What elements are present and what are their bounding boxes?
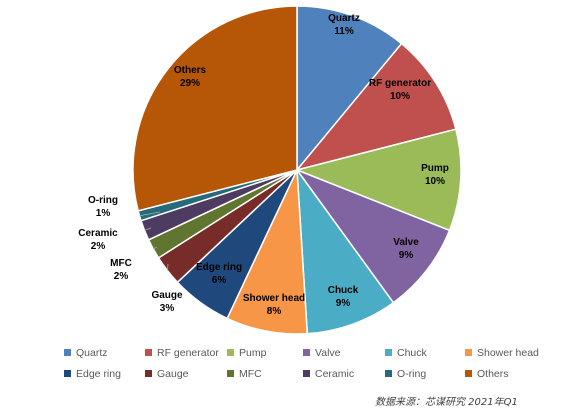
slice-label-name: Quartz	[328, 13, 360, 24]
slice-valve	[294, 168, 451, 304]
legend-swatch	[303, 370, 310, 377]
slice-label-name: Edge ring	[196, 262, 242, 273]
legend-swatch	[227, 370, 234, 377]
legend-item-chuck: Chuck	[385, 347, 428, 359]
legend-swatch	[465, 370, 472, 377]
legend-swatch	[303, 349, 310, 356]
leader-line-mfc	[153, 246, 158, 250]
slice-chuck	[296, 167, 395, 335]
legend-label: Chuck	[397, 347, 428, 359]
legend-item-quartz: Quartz	[64, 347, 108, 359]
legend-label: O-ring	[397, 368, 426, 380]
legend-label: Ceramic	[315, 368, 354, 380]
slice-label-o-ring: O-ring 1%	[88, 195, 118, 219]
slice-label-gauge: Gauge 3%	[151, 290, 183, 314]
slice-label-name: Chuck	[328, 285, 359, 296]
slice-label-percent: 3%	[160, 303, 175, 314]
slice-label-percent: 8%	[267, 306, 282, 317]
slice-label-name: RF generator	[369, 78, 431, 89]
slice-quartz	[296, 5, 403, 173]
legend: Quartz RF generator Pump Valve Chuck Shower h…	[64, 347, 539, 380]
legend-swatch	[227, 349, 234, 356]
slice-label-name: Others	[174, 65, 207, 76]
slice-label-percent: 10%	[425, 176, 445, 187]
slice-others	[132, 5, 298, 212]
legend-label: Others	[477, 368, 509, 380]
legend-label: MFC	[239, 368, 262, 380]
legend-label: Gauge	[157, 368, 189, 380]
legend-item-ceramic: Ceramic	[303, 368, 354, 380]
leader-line-o-ring	[139, 211, 161, 217]
slice-label-percent: 29%	[180, 78, 200, 89]
slice-label-ceramic: Ceramic 2%	[78, 228, 118, 252]
slice-label-mfc: MFC 2%	[110, 258, 132, 282]
slice-label-name: Ceramic	[78, 228, 118, 239]
slice-label-rf-generator: RF generator 10%	[369, 78, 431, 102]
slice-label-percent: 1%	[96, 208, 111, 219]
legend-item-valve: Valve	[303, 347, 341, 359]
legend-item-shower-head: Shower head	[465, 347, 539, 359]
source-note: 数据来源：芯谋研究 2021年Q1	[375, 397, 518, 408]
leader-lines	[139, 211, 169, 271]
legend-item-others: Others	[465, 368, 509, 380]
slice-label-chuck: Chuck 9%	[328, 285, 359, 309]
legend-label: Valve	[315, 347, 341, 359]
slice-label-percent: 10%	[390, 91, 410, 102]
legend-item-pump: Pump	[227, 347, 267, 359]
legend-label: Shower head	[477, 347, 539, 359]
slice-label-percent: 2%	[114, 271, 129, 282]
legend-swatch	[64, 349, 71, 356]
slice-label-percent: 9%	[336, 298, 351, 309]
pie-slices	[132, 5, 462, 335]
legend-label: Quartz	[76, 347, 108, 359]
legend-label: RF generator	[157, 347, 219, 359]
slice-rf-generator	[294, 42, 457, 172]
slice-label-name: Gauge	[151, 290, 183, 301]
legend-item-mfc: MFC	[227, 368, 262, 380]
legend-swatch	[145, 370, 152, 377]
slice-label-quartz: Quartz 11%	[328, 13, 360, 37]
legend-item-edge-ring: Edge ring	[64, 368, 121, 380]
legend-swatch	[385, 370, 392, 377]
slice-label-name: O-ring	[88, 195, 118, 206]
slice-label-percent: 2%	[91, 241, 106, 252]
leader-line-ceramic	[144, 227, 152, 231]
slice-label-others: Others 29%	[174, 65, 207, 89]
slice-label-valve: Valve 9%	[393, 237, 419, 261]
slice-label-name: Pump	[421, 163, 449, 174]
slice-labels: Quartz 11%RF generator 10%Pump 10%Valve 9%Ch…	[78, 13, 449, 317]
legend-swatch	[465, 349, 472, 356]
legend-swatch	[145, 349, 152, 356]
legend-item-o-ring: O-ring	[385, 368, 426, 380]
legend-swatch	[385, 349, 392, 356]
slice-label-name: Valve	[393, 237, 419, 248]
leader-line-gauge	[167, 263, 169, 271]
legend-swatch	[64, 370, 71, 377]
slice-label-shower-head: Shower head 8%	[243, 293, 305, 317]
slice-label-percent: 6%	[212, 275, 227, 286]
slice-label-edge-ring: Edge ring 6%	[196, 262, 242, 286]
slice-label-name: Shower head	[243, 293, 305, 304]
legend-label: Edge ring	[76, 368, 121, 380]
slice-label-percent: 11%	[334, 26, 354, 37]
legend-item-gauge: Gauge	[145, 368, 189, 380]
slice-pump	[294, 128, 462, 232]
legend-item-rf-generator: RF generator	[145, 347, 219, 359]
slice-label-name: MFC	[110, 258, 132, 269]
legend-label: Pump	[239, 347, 267, 359]
slice-label-percent: 9%	[399, 250, 414, 261]
slice-label-pump: Pump 10%	[421, 163, 449, 187]
